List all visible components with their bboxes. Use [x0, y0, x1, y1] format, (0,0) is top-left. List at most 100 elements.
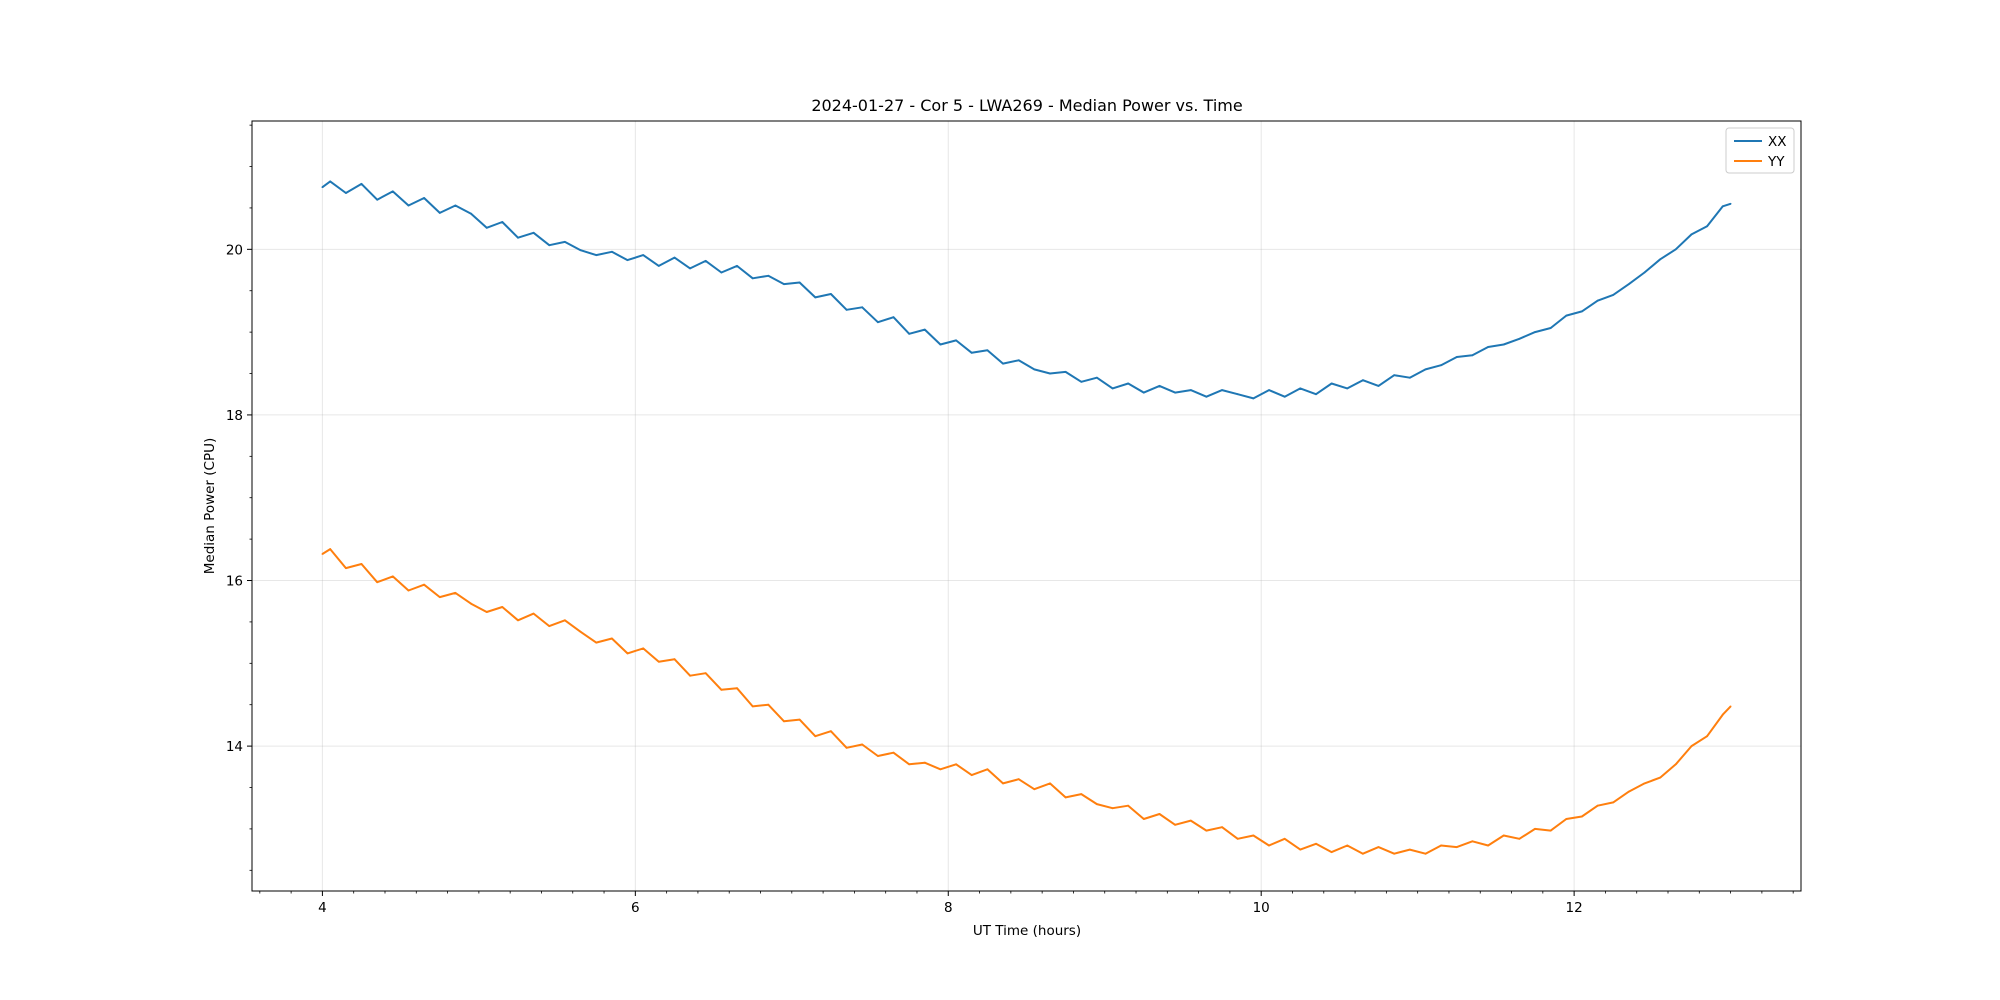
data-point-xx — [1440, 364, 1442, 367]
data-point-yy — [438, 596, 441, 598]
data-point-yy — [1174, 823, 1176, 826]
data-point-yy — [1268, 844, 1270, 847]
data-point-yy — [877, 755, 879, 757]
data-point-yy — [955, 763, 957, 766]
data-point-xx — [1346, 387, 1349, 390]
data-point-xx — [1049, 372, 1051, 375]
data-point-yy — [1518, 837, 1521, 840]
data-point-yy — [1189, 819, 1192, 822]
data-point-xx — [939, 343, 942, 346]
x-tick-label: 4 — [318, 900, 327, 916]
data-point-xx — [1393, 374, 1396, 377]
data-point-xx — [423, 197, 425, 199]
legend-label-xx: XX — [1768, 134, 1787, 150]
data-point-yy — [1283, 837, 1286, 840]
y-tick-label: 14 — [226, 739, 243, 755]
data-point-yy — [1549, 829, 1552, 832]
data-point-yy — [1581, 815, 1583, 818]
data-point-yy — [345, 567, 347, 569]
data-point-xx — [783, 283, 785, 285]
data-point-yy — [1612, 801, 1615, 804]
data-point-xx — [908, 332, 911, 335]
y-tick-label: 18 — [226, 408, 243, 424]
data-point-xx — [1690, 233, 1693, 236]
data-point-xx — [877, 321, 879, 324]
data-point-yy — [1033, 788, 1036, 791]
data-point-yy — [391, 575, 394, 578]
data-point-yy — [1674, 763, 1677, 766]
data-point-xx — [1487, 346, 1489, 348]
y-tick-label: 20 — [226, 242, 243, 258]
data-point-yy — [923, 761, 926, 764]
data-point-yy — [1628, 790, 1630, 793]
data-point-yy — [830, 730, 832, 733]
data-point-yy — [1330, 851, 1333, 853]
data-point-xx — [1518, 337, 1521, 340]
data-point-yy — [1424, 852, 1427, 855]
data-point-yy — [1221, 826, 1223, 829]
data-point-xx — [376, 198, 379, 201]
data-point-yy — [1299, 848, 1302, 851]
data-point-yy — [1659, 776, 1662, 779]
data-point-yy — [1643, 782, 1646, 785]
legend: XX YY — [1725, 127, 1795, 174]
data-point-xx — [1158, 385, 1161, 387]
data-point-xx — [1706, 225, 1708, 228]
data-point-yy — [720, 688, 723, 691]
data-point-xx — [1002, 362, 1004, 365]
data-point-yy — [1127, 804, 1130, 807]
data-point-yy — [986, 768, 989, 771]
x-tick-label: 12 — [1566, 900, 1583, 916]
data-point-yy — [1565, 818, 1568, 820]
data-point-yy — [564, 619, 566, 622]
data-point-xx — [657, 265, 660, 267]
data-point-xx — [1721, 205, 1724, 208]
data-point-xx — [1174, 391, 1176, 394]
data-point-xx — [642, 254, 645, 256]
data-point-xx — [1612, 294, 1615, 296]
data-point-xx — [611, 250, 613, 253]
data-point-yy — [970, 774, 973, 776]
data-point-xx — [1033, 368, 1036, 371]
data-point-xx — [501, 221, 504, 223]
data-point-xx — [1455, 356, 1458, 358]
data-point-yy — [1471, 840, 1474, 843]
data-point-xx — [970, 351, 973, 354]
data-point-xx — [1221, 389, 1223, 391]
data-point-yy — [1393, 852, 1396, 855]
data-point-xx — [1408, 376, 1411, 379]
data-point-yy — [783, 720, 785, 723]
data-point-xx — [736, 265, 738, 267]
data-point-yy — [501, 606, 504, 608]
data-point-yy — [626, 652, 629, 655]
data-point-yy — [454, 592, 457, 594]
data-point-yy — [1315, 842, 1317, 845]
data-point-yy — [1362, 852, 1364, 855]
data-point-xx — [1362, 379, 1364, 382]
data-point-yy — [376, 581, 379, 584]
data-point-yy — [1111, 807, 1114, 810]
data-point-yy — [485, 611, 488, 613]
series-line-xx — [321, 180, 1731, 400]
data-point-xx — [1643, 271, 1646, 274]
data-point-xx — [751, 277, 754, 280]
data-point-xx — [1268, 389, 1270, 391]
data-point-xx — [532, 231, 535, 234]
data-point-yy — [1252, 834, 1255, 837]
data-point-xx — [407, 204, 410, 207]
data-point-xx — [321, 186, 324, 189]
data-point-yy — [1017, 778, 1020, 781]
data-point-yy — [1487, 844, 1489, 847]
data-point-yy — [751, 705, 754, 708]
data-point-xx — [673, 256, 676, 259]
data-point-yy — [767, 703, 770, 706]
data-point-yy — [321, 553, 324, 555]
data-point-yy — [360, 563, 363, 565]
series-layer — [321, 180, 1732, 855]
x-axis-label: UT Time (hours) — [973, 923, 1081, 939]
data-point-yy — [1142, 818, 1145, 820]
data-point-xx — [1205, 395, 1208, 398]
data-point-xx — [564, 241, 566, 243]
data-point-xx — [595, 254, 598, 256]
